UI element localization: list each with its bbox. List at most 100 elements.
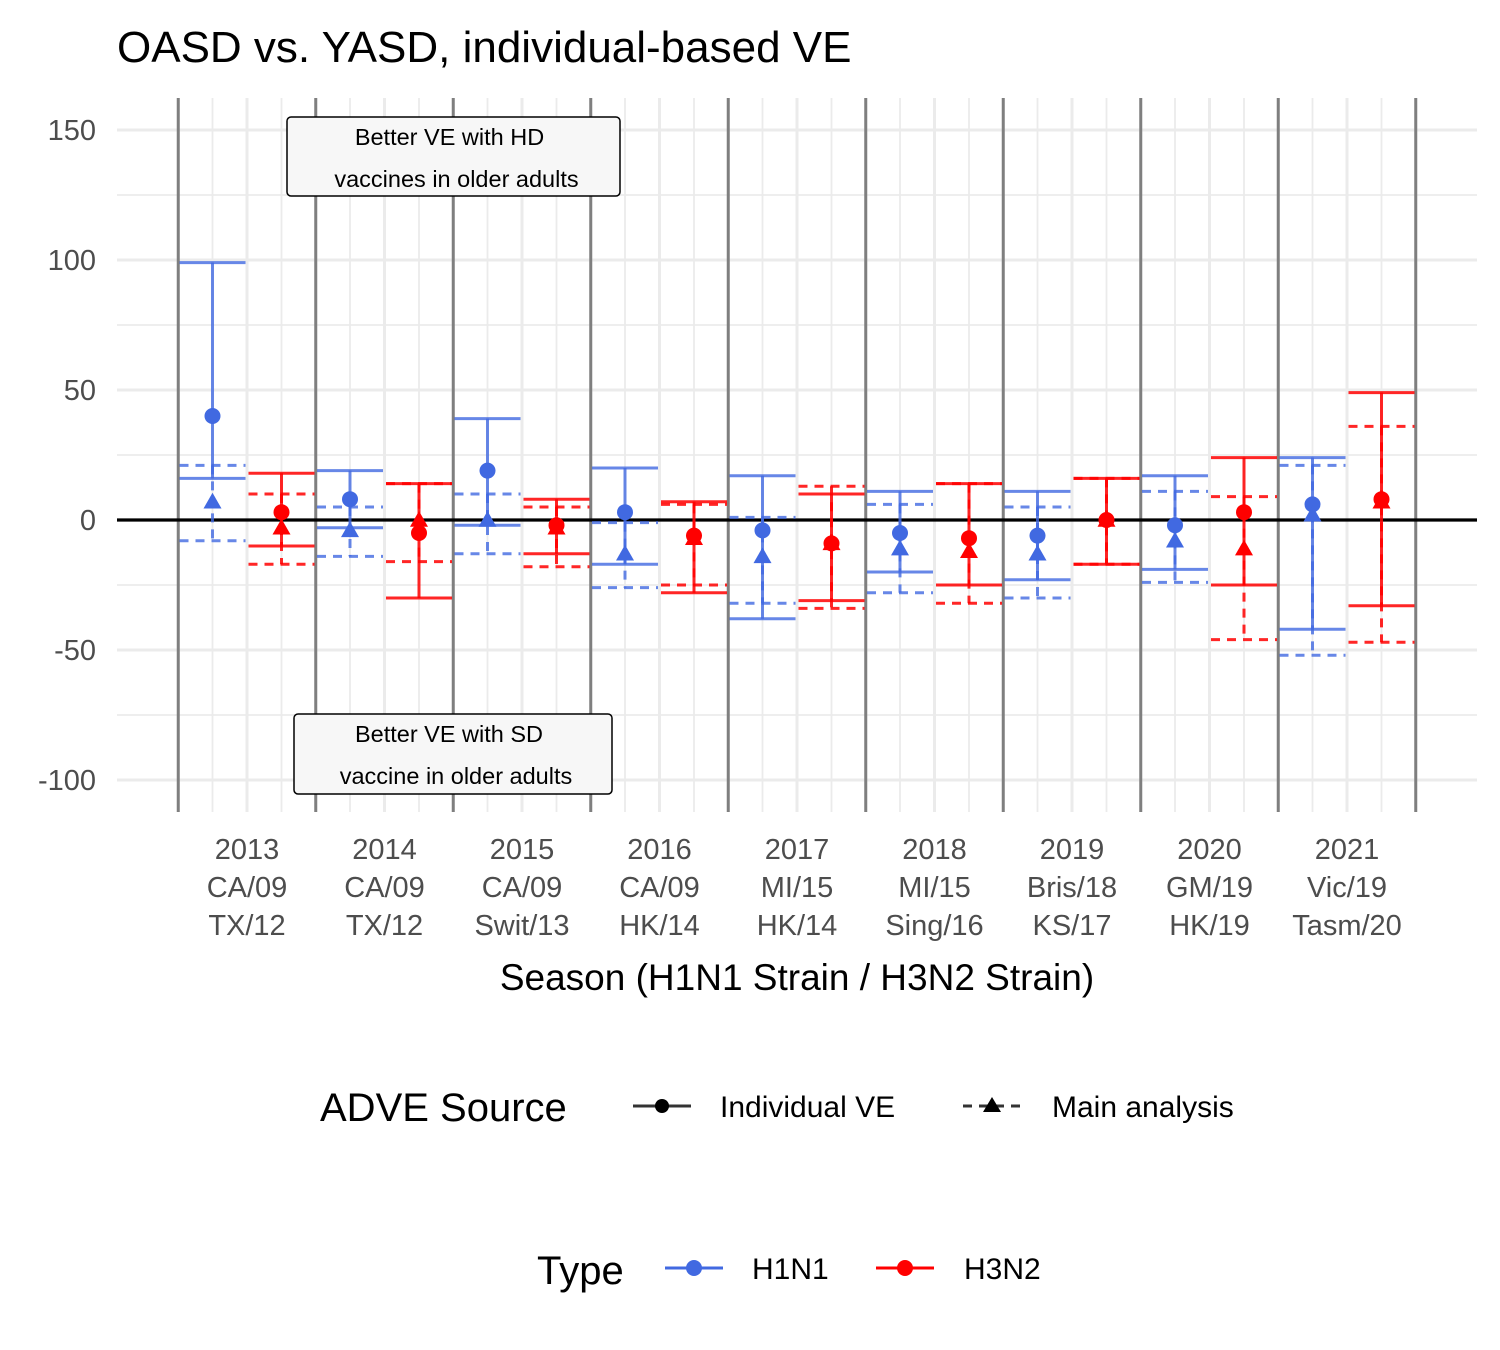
x-tick-label: Tasm/20 [1292,910,1402,942]
x-tick-label: HK/14 [757,910,838,942]
point-triangle [547,518,566,535]
y-tick-label: -50 [54,635,96,667]
y-tick-label: 100 [48,245,96,277]
point-triangle [1235,539,1253,556]
x-tick-label: MI/15 [898,872,971,904]
point-circle [342,491,358,508]
x-tick-label: 2014 [352,834,417,866]
y-tick-label: 50 [64,375,96,407]
errorbar-h1n1-individual [729,474,796,621]
x-tick-label: 2018 [902,834,967,866]
errorbar-h1n1-main [592,521,658,590]
errorbar-h1n1-individual [1142,474,1208,571]
annotation-text: vaccine in older adults [340,763,573,789]
point-triangle [891,539,909,556]
errorbar-h3n2-main [1348,424,1415,644]
error-bars [179,261,1415,657]
season-separators [176,98,1418,812]
errorbar-h1n1-main [867,502,933,595]
x-tick-label: TX/12 [208,910,285,942]
point-triangle [822,534,841,551]
point-circle [1029,527,1046,544]
errorbar-h1n1-main [1004,505,1071,600]
errorbar-h3n2-main [523,505,590,569]
point-triangle [410,511,428,527]
x-tick-label: MI/15 [761,872,834,904]
x-tick-label: Bris/18 [1027,872,1117,904]
annotation-text: Better VE with HD [355,124,544,150]
point-triangle [753,547,772,564]
errorbar-h1n1-individual [1004,489,1071,582]
errorbar-h3n2-individual [661,500,727,595]
x-tick-label: 2019 [1040,834,1105,866]
errorbar-h1n1-main [1279,463,1346,657]
chart-title: OASD vs. YASD, individual-based VE [117,23,852,72]
legend-key-triangle [983,1097,1001,1112]
errorbar-h3n2-main [936,482,1002,605]
annotations: Better VE with HD vaccines in older adult… [286,116,621,795]
x-axis-title: Season (H1N1 Strain / H3N2 Strain) [500,957,1094,998]
errorbar-h1n1-main [729,515,796,605]
legend-key-circle [686,1260,702,1276]
x-tick-label: 2013 [215,834,280,866]
x-axis-ticks: 2013 CA/09 TX/12 2014 CA/09 TX/12 2015 CA/09 Swi… [207,834,1402,942]
errorbar-h1n1-main [317,505,383,558]
errorbar-h3n2-individual [248,471,315,548]
legend-label: H3N2 [964,1253,1041,1286]
errorbar-h3n2-main [661,502,727,587]
errorbar-h1n1-main [179,463,246,543]
legend-label: Main analysis [1052,1091,1234,1124]
legend-label: H1N1 [752,1253,829,1286]
point-triangle [960,542,978,558]
x-tick-label: 2020 [1177,834,1242,866]
errorbar-h1n1-individual [179,261,246,480]
point-triangle [272,518,291,535]
errorbar-h3n2-main [386,482,452,564]
x-tick-label: KS/17 [1033,910,1112,942]
x-tick-label: Sing/16 [885,910,983,942]
annotation-label: Better VE with SD vaccine in older adults [293,713,613,795]
point-triangle [616,544,634,561]
annotation-text: vaccines in older adults [334,166,578,192]
y-tick-label: -100 [38,765,96,797]
legend-title: ADVE Source [320,1086,567,1130]
legend-type: Type H1N1 H3N2 [537,1249,1041,1293]
legend-key-circle [897,1260,913,1276]
x-tick-label: TX/12 [346,910,423,942]
legend-adve-source: ADVE Source Individual VE Main analysis [320,1086,1234,1130]
point-triangle [478,511,497,527]
point-circle [754,522,771,539]
point-triangle [1028,544,1047,561]
y-tick-label: 150 [48,115,96,147]
point-triangle [341,521,359,538]
point-circle [1236,504,1252,521]
point-triangle [1097,511,1116,527]
x-tick-label: HK/19 [1169,910,1250,942]
legend-title: Type [537,1249,624,1293]
point-circle [204,408,221,424]
errorbar-h3n2-main [1211,495,1277,642]
errorbar-h3n2-main [798,484,865,610]
grid [117,98,1477,812]
x-tick-label: 2015 [490,834,555,866]
annotation-text: Better VE with SD [355,721,543,747]
x-tick-label: Vic/19 [1307,872,1387,904]
x-tick-label: Swit/13 [474,910,569,942]
x-tick-label: CA/09 [207,872,288,904]
x-tick-label: GM/19 [1166,872,1253,904]
errorbar-h3n2-main [1073,476,1140,566]
x-tick-label: 2016 [627,834,692,866]
x-tick-label: CA/09 [619,872,700,904]
errorbar-h3n2-main [248,492,315,566]
errorbar-h1n1-main [454,492,521,556]
point-circle [479,462,496,479]
point-triangle [203,492,222,509]
annotation-label: Better VE with HD vaccines in older adult… [286,116,621,197]
x-tick-label: HK/14 [619,910,700,942]
annotation-box [293,713,613,795]
y-axis-ticks: 150 100 50 0 -50 -100 [38,115,96,797]
x-tick-label: 2017 [765,834,830,866]
point-triangle [1372,492,1391,509]
errorbar-h1n1-individual [317,469,383,530]
